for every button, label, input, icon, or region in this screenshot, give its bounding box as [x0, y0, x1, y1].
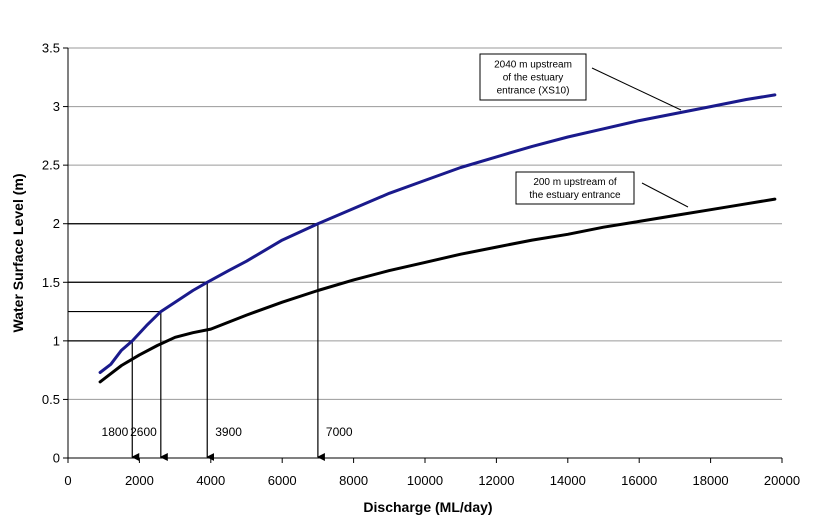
y-tick-label: 0: [53, 451, 60, 466]
x-tick-label: 16000: [621, 473, 657, 488]
y-axis-title: Water Surface Level (m): [10, 174, 26, 333]
reference-label: 1800: [102, 425, 129, 439]
tick-labels: 0 0.5 1 1.5 2 2.5 3 3.5 0 2000 4000 6000 8000 10000 12…: [42, 41, 800, 489]
y-tick-label: 3: [53, 99, 60, 114]
callout-xs10-text: of the estuary: [503, 73, 564, 84]
x-tick-label: 12000: [478, 473, 514, 488]
x-tick-label: 10000: [407, 473, 443, 488]
reference-label: 3900: [215, 425, 242, 439]
y-tick-label: 3.5: [42, 41, 60, 56]
axes: [63, 47, 783, 463]
x-tick-label: 14000: [550, 473, 586, 488]
callout-entrance-text: 200 m upstream of: [533, 177, 617, 188]
callout-leader-line: [591, 67, 682, 111]
reference-label: 2600: [130, 425, 157, 439]
x-tick-label: 4000: [196, 473, 225, 488]
annotations: 1800 2600 3900 7000 2040 m upstream of the es…: [102, 53, 689, 439]
x-tick-label: 0: [64, 473, 71, 488]
x-tick-label: 8000: [339, 473, 368, 488]
callout-box: [479, 53, 587, 101]
callout-entrance-text: the estuary entrance: [529, 190, 621, 201]
callout-leader-line: [641, 182, 689, 208]
reference-label: 7000: [326, 425, 353, 439]
y-tick-label: 0.5: [42, 392, 60, 407]
y-tick-label: 2: [53, 216, 60, 231]
x-tick-label: 20000: [764, 473, 800, 488]
y-tick-label: 1: [53, 333, 60, 348]
x-tick-label: 6000: [268, 473, 297, 488]
x-axis-title: Discharge (ML/day): [363, 499, 492, 515]
reference-lines: [68, 223, 325, 461]
series-lines: [98, 93, 777, 384]
callout-xs10-text: entrance (XS10): [497, 86, 570, 97]
y-tick-label: 2.5: [42, 158, 60, 173]
series-line-xs10: [98, 93, 777, 374]
x-tick-label: 18000: [693, 473, 729, 488]
y-tick-label: 1.5: [42, 275, 60, 290]
x-tick-label: 2000: [125, 473, 154, 488]
series-line-entrance: [98, 197, 777, 384]
callout-box: [515, 171, 635, 205]
callout-xs10-text: 2040 m upstream: [494, 60, 572, 71]
